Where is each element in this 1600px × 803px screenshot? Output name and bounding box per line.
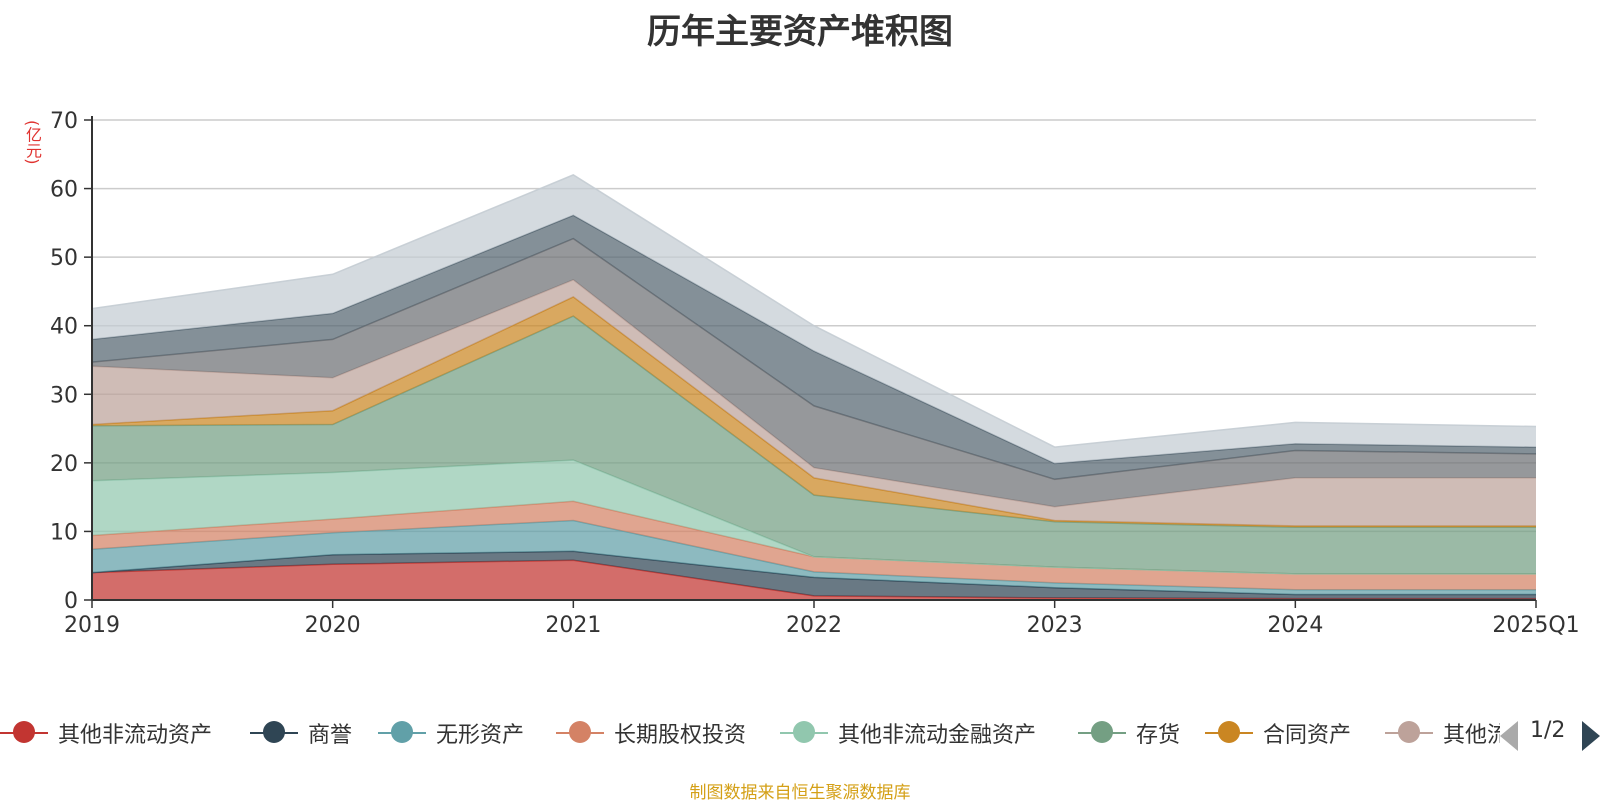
x-tick-label: 2024 xyxy=(1267,613,1323,638)
legend-item[interactable]: 商誉 xyxy=(250,716,352,750)
x-tick-label: 2022 xyxy=(786,613,842,638)
x-tick-label: 2025Q1 xyxy=(1492,613,1579,638)
legend-marker-icon xyxy=(1078,716,1126,750)
legend-pager: 1/2 xyxy=(1500,718,1600,752)
legend-label: 合同资产 xyxy=(1263,723,1352,748)
y-tick-label: 0 xyxy=(64,589,78,614)
legend-marker-icon xyxy=(1385,716,1433,750)
legend-label: 其他非流动金融资产 xyxy=(838,723,1037,748)
y-tick-label: 20 xyxy=(50,452,78,477)
area-series-line-11 xyxy=(91,174,1537,448)
legend-label: 无形资产 xyxy=(436,723,525,748)
x-tick-label: 2019 xyxy=(64,613,120,638)
legend-item[interactable]: 其他非流动资产 xyxy=(0,716,212,750)
stacked-area-chart: 0 10 20 30 40 50 60 70 2019 2020 2021 2022 2023 2024 2… xyxy=(50,109,1580,638)
y-tick-label: 10 xyxy=(50,520,78,545)
y-axis-unit-label: (亿元) xyxy=(23,120,42,165)
area-series-11 xyxy=(92,174,1536,464)
x-tick-label: 2021 xyxy=(545,613,601,638)
area-series-9 xyxy=(92,238,1536,507)
area-series-8 xyxy=(92,279,1536,526)
data-source-note: 制图数据来自恒生聚源数据库 xyxy=(689,783,911,803)
legend-item[interactable]: 存货 xyxy=(1078,716,1180,750)
legend-marker-icon xyxy=(556,716,604,750)
y-tick-label: 60 xyxy=(50,178,78,203)
axes: 0 10 20 30 40 50 60 70 2019 2020 2021 2022 2023 2024 2… xyxy=(50,109,1580,638)
area-series-10 xyxy=(92,215,1536,480)
legend-marker-icon xyxy=(0,716,48,750)
legend-label: 商誉 xyxy=(308,723,353,748)
x-tick-label: 2023 xyxy=(1027,613,1083,638)
legend: 其他非流动资产商誉无形资产长期股权投资其他非流动金融资产存货合同资产其他流动资产 xyxy=(0,716,1600,754)
legend-item[interactable]: 合同资产 xyxy=(1205,716,1351,750)
legend-page-indicator: 1/2 xyxy=(1530,718,1566,743)
y-tick-label: 40 xyxy=(50,315,78,340)
legend-label: 存货 xyxy=(1136,723,1181,748)
chart-title: 历年主要资产堆积图 xyxy=(647,12,953,52)
area-series-6 xyxy=(92,316,1536,574)
y-tick-label: 30 xyxy=(50,383,78,408)
legend-item[interactable]: 其他非流动金融资产 xyxy=(780,716,1036,750)
area-series-2 xyxy=(92,551,1536,599)
area-series-5 xyxy=(92,460,1536,574)
legend-item[interactable]: 长期股权投资 xyxy=(556,716,746,750)
y-tick-label: 50 xyxy=(50,246,78,271)
y-tick-label: 70 xyxy=(50,109,78,134)
legend-item[interactable]: 无形资产 xyxy=(378,716,524,750)
legend-label: 其他非流动资产 xyxy=(58,723,213,748)
legend-marker-icon xyxy=(1205,716,1253,750)
legend-marker-icon xyxy=(378,716,426,750)
legend-marker-icon xyxy=(250,716,298,750)
legend-marker-icon xyxy=(780,716,828,750)
area-series-4 xyxy=(92,501,1536,590)
legend-prev-page-icon[interactable] xyxy=(1500,721,1518,751)
area-series-3 xyxy=(92,520,1536,595)
area-series-1 xyxy=(92,560,1536,600)
legend-label: 长期股权投资 xyxy=(614,723,747,748)
area-layers xyxy=(91,174,1537,600)
x-tick-label: 2020 xyxy=(305,613,361,638)
legend-next-page-icon[interactable] xyxy=(1582,721,1600,751)
